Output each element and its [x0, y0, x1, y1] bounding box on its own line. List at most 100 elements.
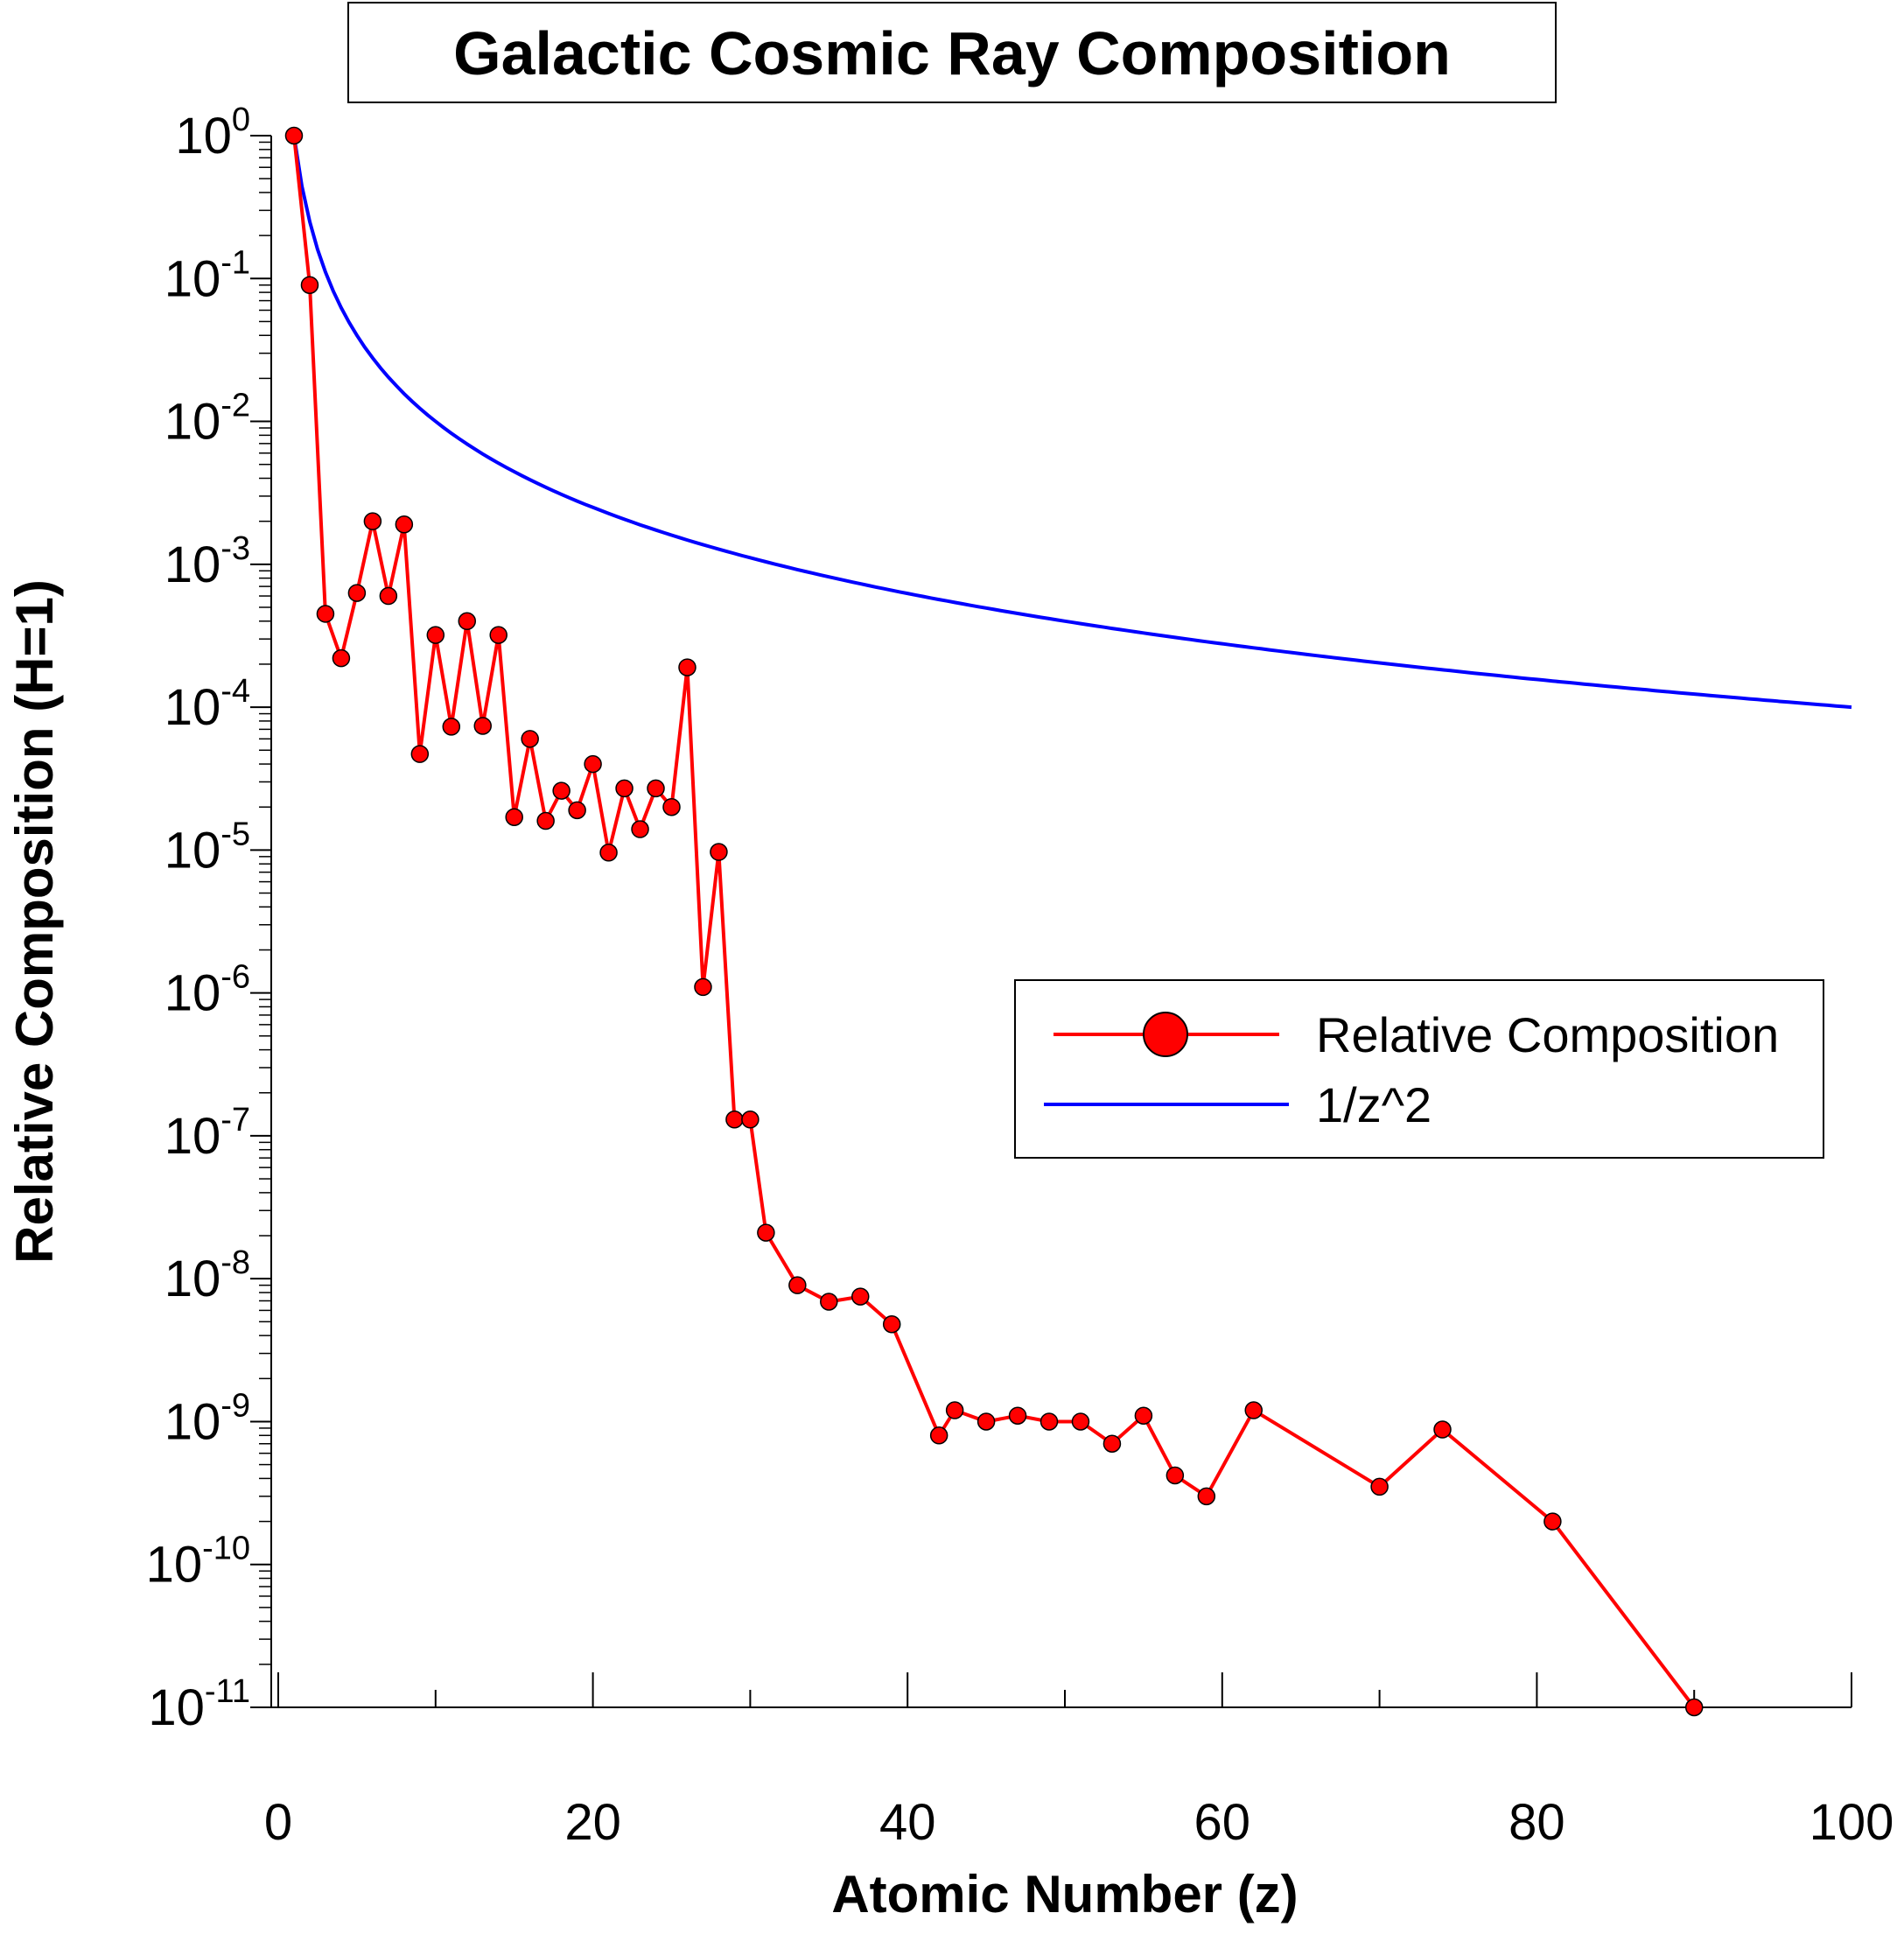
series-layer — [284, 126, 1852, 1717]
y-tick-base: 10 — [164, 1108, 221, 1165]
y-tick-exponent: -1 — [220, 244, 250, 281]
data-point-relative-composition — [945, 1401, 964, 1419]
data-point-relative-composition — [757, 1223, 775, 1242]
title-box — [347, 2, 1557, 103]
y-tick-base: 10 — [164, 1251, 221, 1307]
y-tick-exponent: -7 — [220, 1102, 250, 1139]
y-tick-label: 10-7 — [164, 1102, 250, 1165]
data-point-relative-composition — [710, 843, 728, 861]
data-point-relative-composition — [678, 658, 696, 676]
data-point-relative-composition — [379, 586, 398, 606]
legend-label-1-over-z2: 1/z^2 — [1316, 1077, 1432, 1132]
data-point-relative-composition — [929, 1426, 948, 1445]
data-point-relative-composition — [489, 626, 508, 644]
data-point-relative-composition — [1071, 1412, 1090, 1431]
data-point-relative-composition — [631, 820, 649, 838]
data-point-relative-composition — [976, 1412, 996, 1431]
data-point-relative-composition — [882, 1314, 901, 1334]
data-point-relative-composition — [1166, 1466, 1185, 1485]
data-point-relative-composition — [300, 276, 319, 294]
y-tick-exponent: -3 — [220, 530, 250, 567]
y-tick-exponent: -6 — [220, 959, 250, 996]
data-point-relative-composition — [647, 779, 665, 798]
y-tick-label: 10-9 — [164, 1387, 250, 1450]
data-point-relative-composition — [521, 730, 539, 748]
y-tick-label: 10-6 — [164, 959, 250, 1022]
data-point-relative-composition — [1008, 1406, 1027, 1425]
y-tick-exponent: 0 — [232, 102, 250, 138]
y-tick-base: 10 — [164, 679, 221, 736]
data-point-relative-composition — [1102, 1434, 1122, 1453]
y-tick-base: 10 — [164, 965, 221, 1022]
y-major-ticks: 10010-110-210-310-410-510-610-710-810-91… — [146, 102, 271, 1736]
data-point-relative-composition — [458, 612, 477, 631]
y-tick-base: 10 — [164, 1393, 221, 1450]
series-line-1-over-z2 — [292, 135, 1852, 710]
data-point-relative-composition — [316, 605, 335, 623]
data-point-relative-composition — [284, 126, 304, 145]
chart-title: Galactic Cosmic Ray Composition — [453, 19, 1451, 88]
y-tick-label: 100 — [175, 102, 250, 165]
data-point-relative-composition — [442, 718, 461, 736]
data-point-relative-composition — [568, 801, 586, 820]
x-tick-label: 100 — [1810, 1794, 1894, 1851]
data-point-relative-composition — [662, 797, 681, 816]
data-point-relative-composition — [584, 754, 602, 774]
y-tick-base: 10 — [164, 536, 221, 593]
data-point-relative-composition — [363, 512, 382, 530]
x-ticks: 0 20 40 60 80 100 — [264, 1672, 1894, 1851]
data-point-relative-composition — [1244, 1401, 1264, 1419]
data-point-relative-composition — [615, 779, 634, 798]
data-point-relative-composition — [1370, 1477, 1389, 1496]
y-tick-exponent: -10 — [202, 1531, 250, 1567]
data-point-relative-composition — [741, 1111, 760, 1129]
y-tick-label: 10-8 — [164, 1244, 250, 1307]
x-tick-label: 40 — [879, 1794, 936, 1851]
y-tick-label: 10-11 — [148, 1673, 250, 1736]
y-tick-exponent: -8 — [220, 1244, 250, 1281]
y-tick-label: 10-3 — [164, 530, 250, 593]
x-tick-label: 60 — [1194, 1794, 1251, 1851]
data-point-relative-composition — [473, 717, 492, 735]
data-point-relative-composition — [725, 1111, 744, 1129]
y-tick-base: 10 — [148, 1679, 205, 1736]
legend-label-relative: Relative Composition — [1316, 1007, 1779, 1062]
data-point-relative-composition — [820, 1293, 838, 1311]
series-line-relative-composition — [292, 135, 1696, 1709]
x-tick-label: 20 — [564, 1794, 621, 1851]
y-tick-base: 10 — [164, 250, 221, 307]
y-axis-label: Relative Composition (H=1) — [5, 579, 64, 1264]
series-markers-relative-composition — [284, 126, 1704, 1717]
legend-box — [1014, 979, 1824, 1159]
legend-marker-relative — [1143, 1012, 1188, 1057]
y-tick-exponent: -11 — [205, 1673, 250, 1710]
data-point-relative-composition — [1684, 1698, 1704, 1717]
data-point-relative-composition — [599, 844, 618, 862]
data-point-relative-composition — [536, 811, 555, 830]
y-tick-exponent: -4 — [220, 673, 250, 710]
y-tick-exponent: -5 — [220, 816, 250, 852]
data-point-relative-composition — [1544, 1512, 1562, 1531]
data-point-relative-composition — [410, 745, 430, 763]
y-tick-exponent: -9 — [220, 1387, 250, 1424]
y-tick-base: 10 — [164, 822, 221, 879]
y-tick-exponent: -2 — [220, 388, 250, 424]
y-tick-base: 10 — [164, 394, 221, 451]
data-point-relative-composition — [347, 584, 367, 602]
x-tick-label: 80 — [1508, 1794, 1565, 1851]
y-tick-label: 10-4 — [164, 673, 250, 736]
y-tick-base: 10 — [146, 1537, 203, 1594]
legend: Relative Composition 1/z^2 — [1014, 979, 1824, 1159]
x-axis-label: Atomic Number (z) — [831, 1865, 1298, 1923]
y-tick-label: 10-5 — [164, 816, 250, 879]
data-point-relative-composition — [788, 1276, 807, 1294]
data-point-relative-composition — [1197, 1487, 1216, 1506]
data-point-relative-composition — [1134, 1406, 1153, 1425]
data-point-relative-composition — [694, 978, 712, 997]
x-tick-label: 0 — [264, 1794, 292, 1851]
data-point-relative-composition — [505, 808, 523, 826]
data-point-relative-composition — [1040, 1412, 1059, 1431]
y-tick-label: 10-1 — [164, 244, 250, 307]
